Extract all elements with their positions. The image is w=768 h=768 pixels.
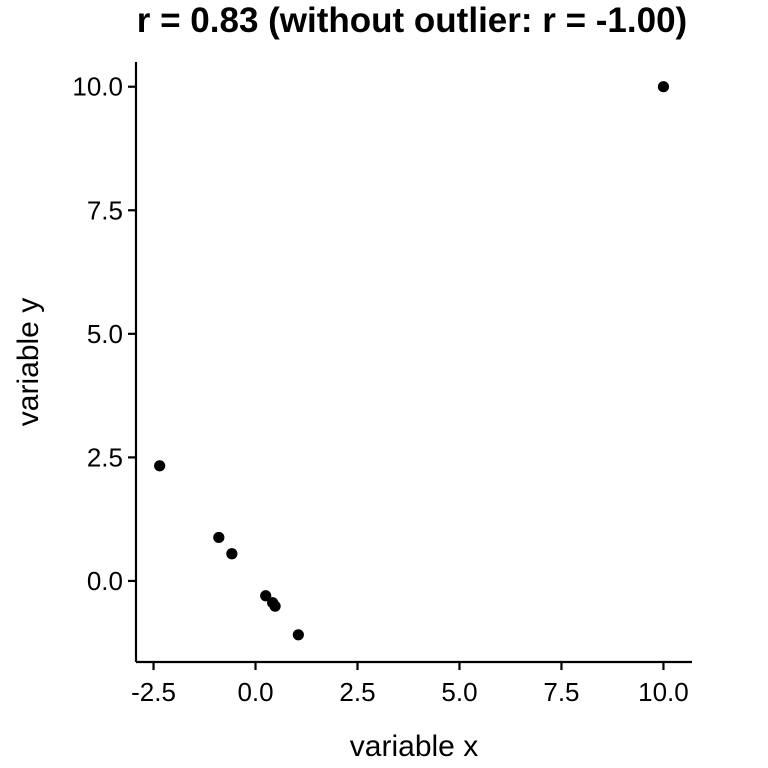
y-tick-label: 5.0 <box>87 319 123 349</box>
x-tick-label: 2.5 <box>339 677 375 707</box>
data-point <box>260 590 272 602</box>
data-point <box>226 548 238 560</box>
y-tick-label: 7.5 <box>87 195 123 225</box>
chart-title: r = 0.83 (without outlier: r = -1.00) <box>137 1 687 40</box>
y-axis-ticks: 0.0 2.5 5.0 7.5 10.0 <box>72 72 136 596</box>
data-point <box>154 460 166 472</box>
x-tick-label: 0.0 <box>237 677 273 707</box>
x-tick-label: 5.0 <box>441 677 477 707</box>
data-point <box>213 531 225 544</box>
x-axis-ticks: -2.5 0.0 2.5 5.0 7.5 10.0 <box>131 662 689 707</box>
y-tick-label: 2.5 <box>87 442 123 472</box>
data-point <box>269 600 281 612</box>
x-tick-label: 10.0 <box>638 677 689 707</box>
x-tick-label: 7.5 <box>543 677 579 707</box>
y-tick-label: 0.0 <box>87 566 123 596</box>
x-axis-title: variable x <box>350 730 478 763</box>
data-point <box>292 629 304 641</box>
y-axis-title: variable y <box>12 298 45 426</box>
y-tick-label: 10.0 <box>72 72 123 102</box>
x-tick-label: -2.5 <box>131 677 176 707</box>
data-point <box>657 81 670 93</box>
plot-area <box>154 81 670 641</box>
